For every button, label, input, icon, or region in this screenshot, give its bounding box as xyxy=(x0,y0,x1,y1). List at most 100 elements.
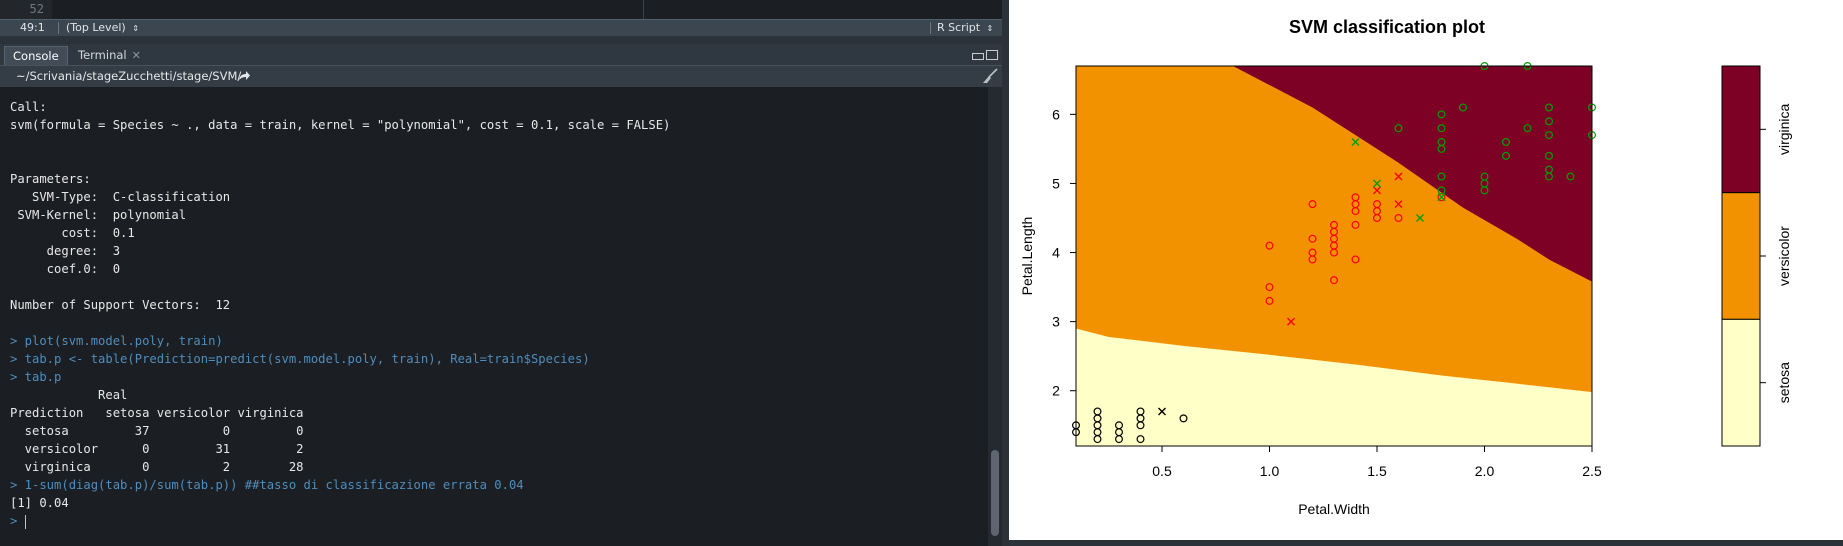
status-separator xyxy=(58,22,59,34)
console-line: Real xyxy=(10,388,128,402)
data-point xyxy=(1136,435,1145,444)
console-command: > tab.p xyxy=(10,370,62,384)
console-scrollbar[interactable] xyxy=(988,87,1002,546)
support-vector-point xyxy=(1394,172,1403,181)
console-command: > plot(svm.model.poly, train) xyxy=(10,334,223,348)
console-line xyxy=(10,134,670,152)
console-tab-bar: Console Terminal ✕ xyxy=(0,44,1002,66)
share-arrow-icon[interactable] xyxy=(237,66,251,94)
pane-gap xyxy=(0,36,1002,44)
data-point xyxy=(1544,151,1553,160)
console-text: Call: svm(formula = Species ~ ., data = t… xyxy=(10,98,670,530)
data-point xyxy=(1480,172,1489,181)
x-tick-label: 0.5 xyxy=(1152,463,1172,479)
chart-title: SVM classification plot xyxy=(1289,17,1485,37)
console-line: coef.0: 0 xyxy=(10,262,121,276)
legend-label-versicolor: versicolor xyxy=(1776,226,1792,286)
x-tick-label: 2.5 xyxy=(1582,463,1602,479)
legend-label-virginica: virginica xyxy=(1776,103,1792,155)
data-point xyxy=(1394,214,1403,223)
scope-label: (Top Level) xyxy=(66,21,126,34)
working-directory-bar: ~/Scrivania/stageZucchetti/stage/SVM/ xyxy=(0,66,1002,87)
console-scrollbar-thumb[interactable] xyxy=(991,450,999,536)
data-point xyxy=(1114,421,1123,430)
chevron-updown-icon: ⇕ xyxy=(132,24,139,33)
text-cursor xyxy=(24,514,26,529)
console-line: Parameters: xyxy=(10,172,91,186)
x-axis: 0.5 1.0 1.5 2.0 2.5 xyxy=(1152,446,1602,479)
data-point xyxy=(1265,296,1274,305)
margin-line xyxy=(643,0,644,19)
tab-label: Console xyxy=(13,49,59,63)
data-point xyxy=(1179,414,1188,423)
data-point xyxy=(1502,138,1511,147)
tab-console[interactable]: Console xyxy=(4,46,68,65)
maximize-icon[interactable] xyxy=(986,50,998,60)
support-vector-point xyxy=(1287,317,1295,326)
data-point xyxy=(1351,255,1360,264)
console-line: Number of Support Vectors: 12 xyxy=(10,298,231,312)
y-tick-label: 2 xyxy=(1052,383,1060,399)
filetype-selector[interactable]: R Script ⇕ xyxy=(937,20,993,36)
data-point xyxy=(1544,131,1553,140)
rstudio-left-pane: 52 49:1 (Top Level) ⇕ R Script ⇕ Console… xyxy=(0,0,1002,546)
region-virginica xyxy=(1232,66,1592,282)
broom-icon[interactable] xyxy=(982,68,998,91)
status-separator xyxy=(930,22,931,34)
svm-classification-chart: SVM classification plot 0.5 1.0 1.5 2.0 2.5 … xyxy=(1019,17,1792,517)
filetype-label: R Script xyxy=(937,21,981,34)
data-point xyxy=(1437,124,1446,133)
support-vector-point xyxy=(1394,200,1403,209)
console-prompt[interactable]: > xyxy=(10,514,25,528)
console-line: Prediction setosa versicolor virginica xyxy=(10,406,304,420)
legend-swatch-virginica xyxy=(1721,65,1761,194)
data-point xyxy=(1265,283,1274,292)
console-line: SVM-Type: C-classification xyxy=(10,190,231,204)
plot-viewer: SVM classification plot 0.5 1.0 1.5 2.0 2.5 … xyxy=(1009,0,1843,540)
support-vector-point xyxy=(1373,179,1381,188)
console-output[interactable]: Call: svm(formula = Species ~ ., data = t… xyxy=(0,87,988,546)
y-tick-label: 3 xyxy=(1052,314,1060,330)
class-legend: virginica versicolor setosa xyxy=(1721,65,1792,447)
minimize-icon[interactable] xyxy=(972,53,984,60)
x-axis-label: Petal.Width xyxy=(1298,501,1370,517)
data-point xyxy=(1437,172,1446,181)
console-line: setosa 37 0 0 xyxy=(10,424,304,438)
data-point xyxy=(1351,193,1360,202)
console-line: degree: 3 xyxy=(10,244,121,258)
working-directory-path: ~/Scrivania/stageZucchetti/stage/SVM/ xyxy=(16,69,242,83)
data-point xyxy=(1437,138,1446,147)
console-command: > tab.p <- table(Prediction=predict(svm.… xyxy=(10,352,590,366)
cursor-position: 49:1 xyxy=(20,21,45,34)
support-vector-point xyxy=(1416,214,1424,222)
y-axis-label: Petal.Length xyxy=(1019,217,1035,296)
legend-label-setosa: setosa xyxy=(1776,362,1792,403)
support-vector-point xyxy=(1158,407,1166,416)
tab-terminal[interactable]: Terminal ✕ xyxy=(70,46,149,65)
chevron-updown-icon: ⇕ xyxy=(986,24,994,33)
pane-splitter[interactable] xyxy=(1002,0,1009,546)
data-point xyxy=(1308,200,1317,209)
data-point xyxy=(1437,186,1446,195)
console-line: Call: xyxy=(10,100,47,114)
line-number: 52 xyxy=(0,0,52,19)
data-point xyxy=(1566,172,1575,181)
source-editor[interactable]: 52 xyxy=(0,0,1002,19)
plot-area xyxy=(1071,61,1596,447)
data-point xyxy=(1308,234,1317,243)
tab-label: Terminal xyxy=(78,48,127,62)
y-tick-label: 6 xyxy=(1052,106,1060,122)
scope-selector[interactable]: (Top Level) ⇕ xyxy=(66,20,139,36)
data-point xyxy=(1394,124,1403,133)
data-point xyxy=(1308,248,1317,257)
data-point xyxy=(1136,407,1145,416)
data-point xyxy=(1093,407,1102,416)
plot-frame xyxy=(1075,65,1593,447)
data-point xyxy=(1437,110,1446,119)
x-tick-label: 2.0 xyxy=(1475,463,1495,479)
console-line xyxy=(10,314,670,332)
close-icon[interactable]: ✕ xyxy=(131,49,141,62)
editor-status-bar: 49:1 (Top Level) ⇕ R Script ⇕ xyxy=(0,19,1002,36)
legend-swatch-setosa xyxy=(1721,318,1761,447)
data-point xyxy=(1459,103,1468,112)
